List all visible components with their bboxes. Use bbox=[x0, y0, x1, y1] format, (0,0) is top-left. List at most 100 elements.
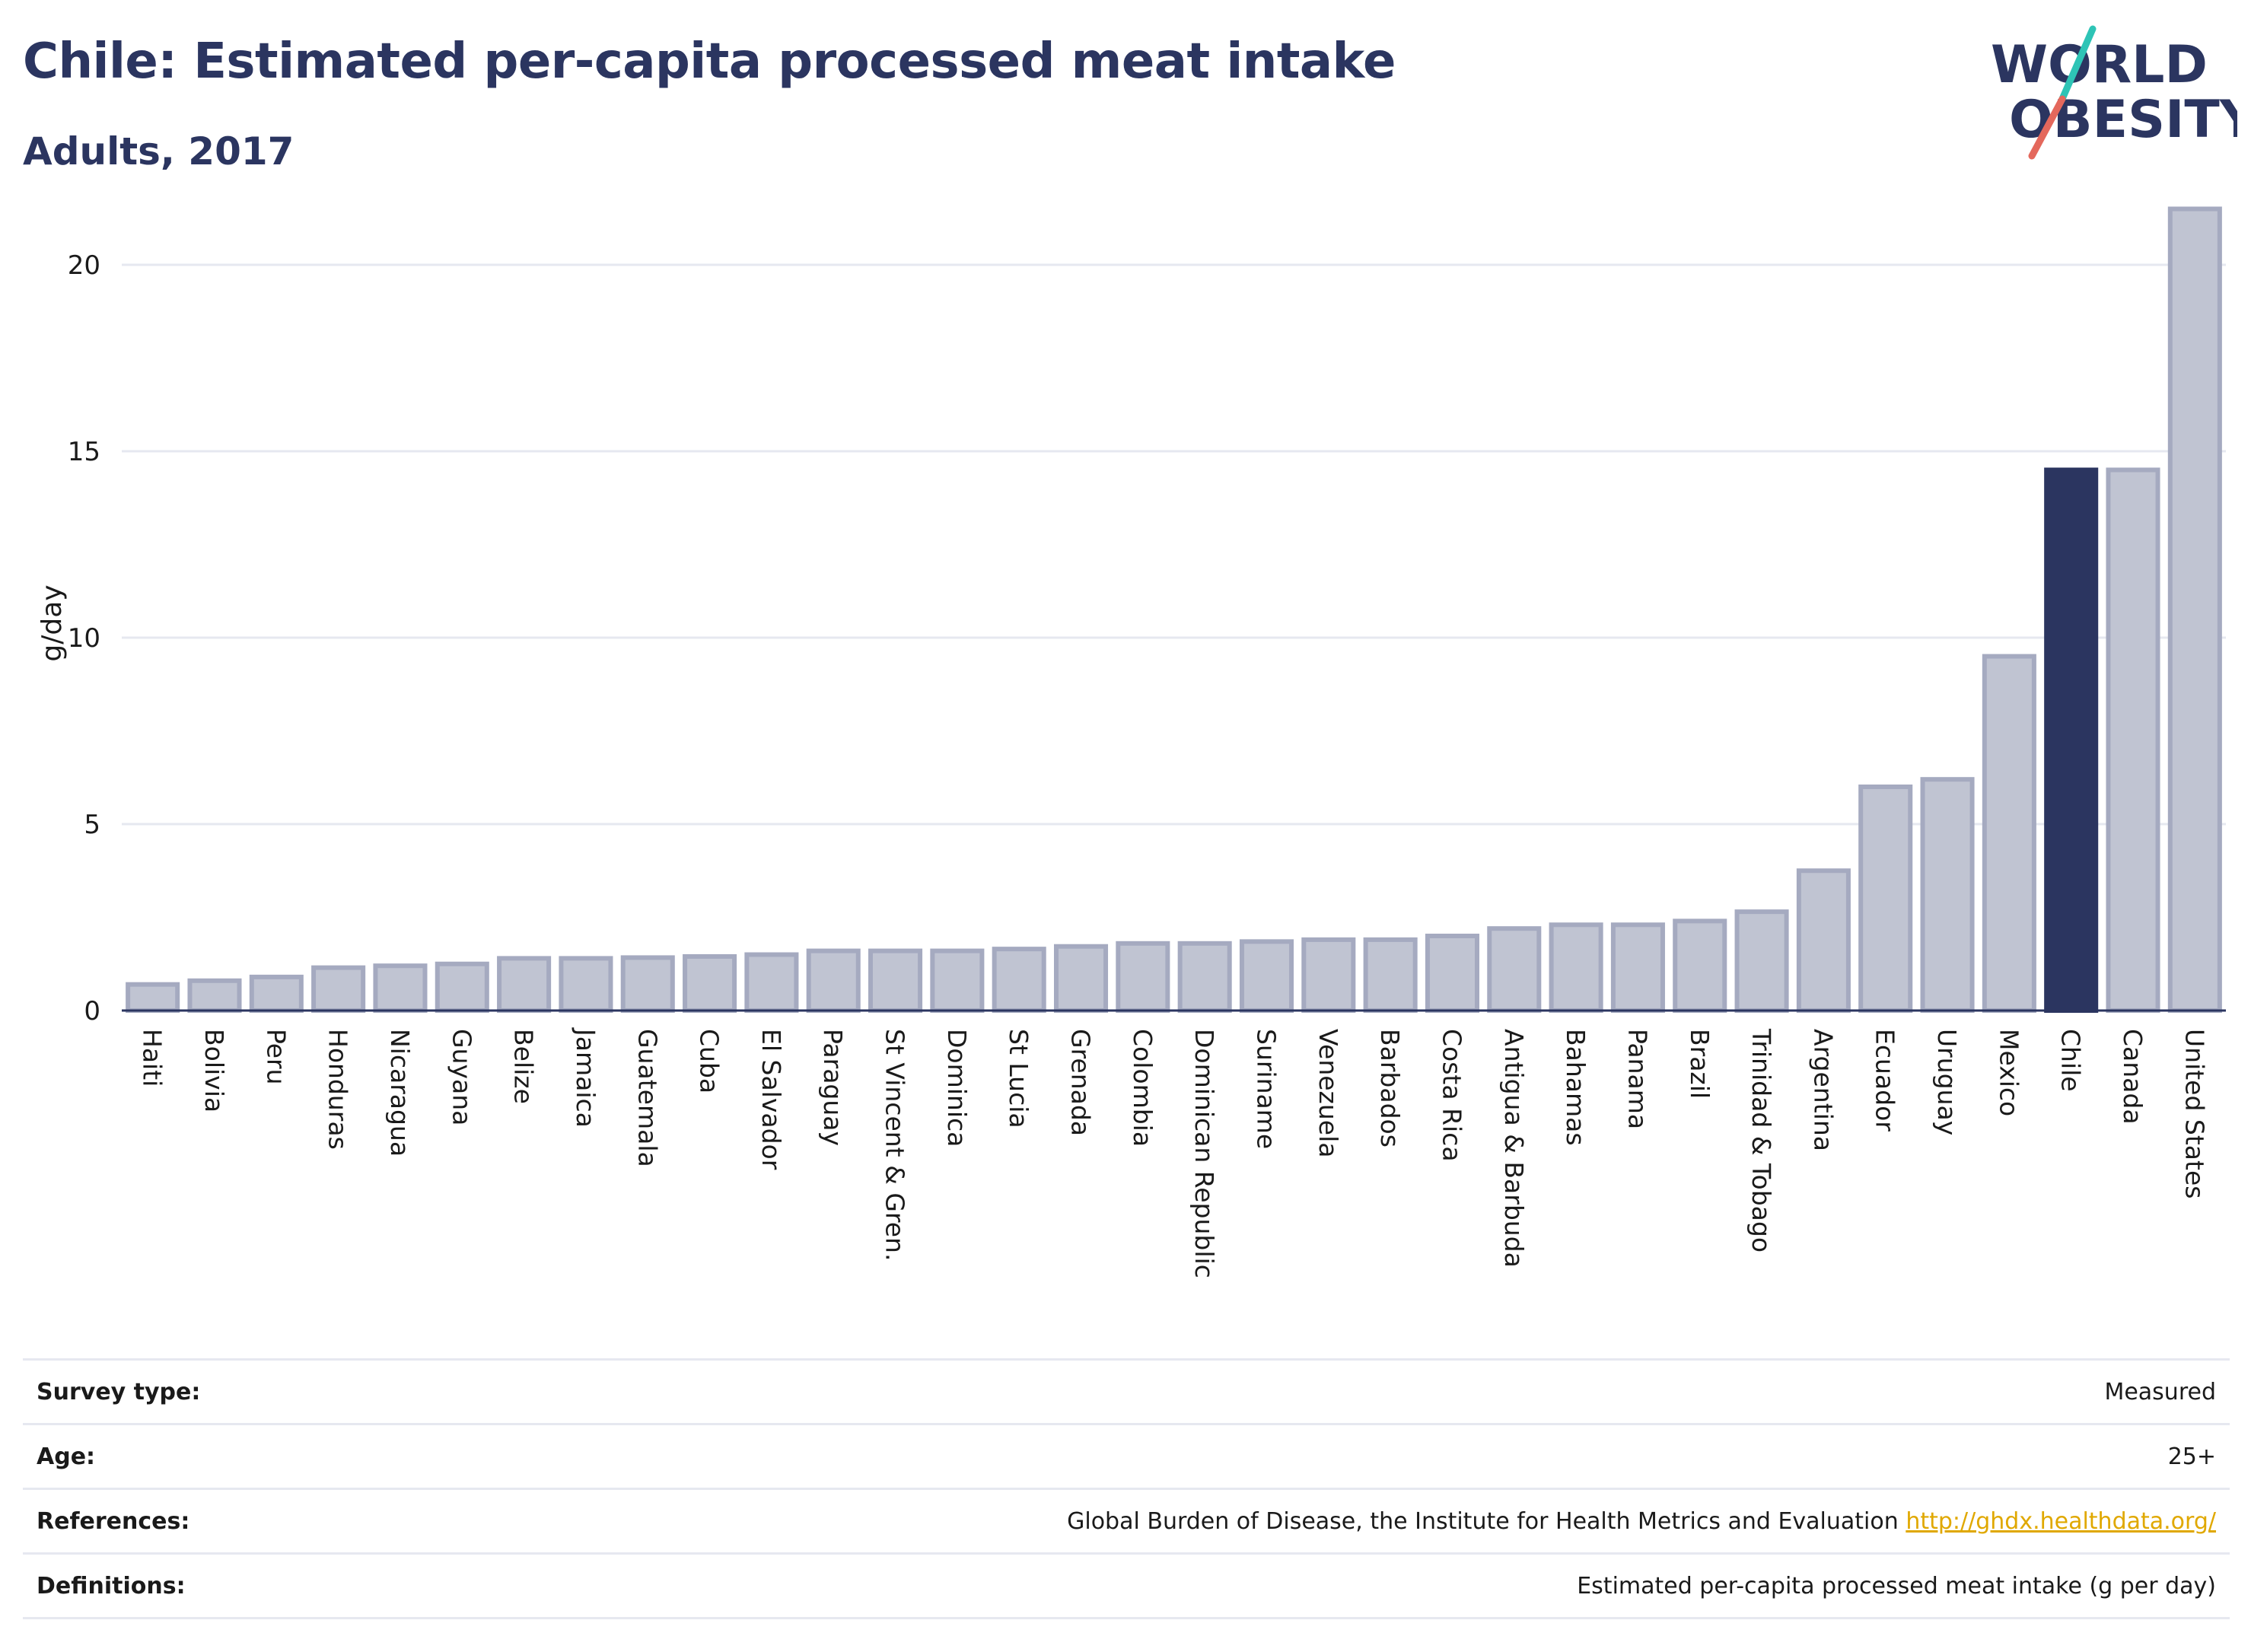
bar-suriname bbox=[1239, 939, 1294, 1013]
x-tick-label: Chile bbox=[2056, 1029, 2086, 1092]
x-tick-label: Colombia bbox=[1128, 1029, 1157, 1147]
x-tick-label: Dominica bbox=[942, 1029, 972, 1147]
info-table: Survey type: Measured Age: 25+ Reference… bbox=[23, 1358, 2230, 1619]
bar-ecuador bbox=[1858, 785, 1913, 1013]
x-tick-label: Dominican Republic bbox=[1189, 1029, 1219, 1278]
reference-text: Global Burden of Disease, the Institute … bbox=[1067, 1507, 1899, 1535]
x-tick-label: Antigua & Barbuda bbox=[1499, 1029, 1529, 1268]
bar-bahamas bbox=[1549, 922, 1603, 1014]
logo-line-2: OBESITY bbox=[2009, 90, 2237, 150]
x-tick-label: St Lucia bbox=[1004, 1029, 1033, 1128]
x-tick-label: Barbados bbox=[1375, 1029, 1405, 1147]
bar-paraguay bbox=[806, 948, 861, 1013]
x-tick-label: Nicaragua bbox=[385, 1029, 415, 1157]
bar-united-states bbox=[2167, 206, 2222, 1013]
bar-chile bbox=[2044, 467, 2099, 1013]
bar-st-vincent-gren- bbox=[868, 948, 923, 1013]
bar-brazil bbox=[1673, 918, 1727, 1014]
x-tick-label: Panama bbox=[1622, 1029, 1652, 1129]
x-tick-label: Bahamas bbox=[1561, 1029, 1590, 1146]
x-tick-label: Uruguay bbox=[1932, 1029, 1962, 1135]
y-tick-label: 20 bbox=[68, 250, 100, 281]
x-tick-label: United States bbox=[2179, 1029, 2209, 1198]
y-tick-label: 5 bbox=[84, 810, 100, 840]
bar-colombia bbox=[1116, 941, 1170, 1014]
info-label: Definitions: bbox=[23, 1552, 332, 1619]
x-tick-label: Guyana bbox=[447, 1029, 476, 1125]
x-tick-label: Jamaica bbox=[571, 1027, 600, 1128]
bar-peru bbox=[249, 974, 304, 1014]
info-label: Survey type: bbox=[23, 1358, 332, 1425]
info-row-references: References: Global Burden of Disease, th… bbox=[23, 1488, 2230, 1555]
category-labels: Haiti Bolivia Peru Honduras Nicaragua Guyana B… bbox=[138, 1027, 2210, 1278]
bar-panama bbox=[1610, 922, 1665, 1014]
page-title: Chile: Estimated per-capita processed me… bbox=[23, 33, 1396, 90]
info-row-definitions: Definitions: Estimated per-capita proces… bbox=[23, 1552, 2230, 1619]
x-tick-label: Bolivia bbox=[199, 1029, 229, 1112]
y-axis-title: g/day bbox=[37, 584, 68, 661]
x-tick-label: Ecuador bbox=[1871, 1029, 1900, 1132]
bar-belize bbox=[497, 956, 552, 1014]
x-tick-label: Suriname bbox=[1251, 1029, 1281, 1149]
reference-link[interactable]: http://ghdx.healthdata.org/ bbox=[1906, 1507, 2216, 1535]
bar-st-lucia bbox=[992, 947, 1046, 1014]
y-tick-label: 10 bbox=[68, 623, 100, 654]
x-tick-label: Peru bbox=[261, 1029, 291, 1085]
x-tick-label: Cuba bbox=[695, 1029, 724, 1093]
bar-honduras bbox=[311, 965, 366, 1014]
x-tick-label: Argentina bbox=[1808, 1029, 1838, 1151]
info-label: Age: bbox=[23, 1423, 332, 1490]
bar-guatemala bbox=[620, 955, 675, 1014]
logo-slash-bottom bbox=[2028, 95, 2066, 160]
y-tick-label: 15 bbox=[68, 437, 100, 467]
bars bbox=[126, 206, 2222, 1014]
bar-el-salvador bbox=[744, 952, 799, 1013]
x-tick-label: Mexico bbox=[1994, 1029, 2023, 1116]
x-tick-label: Canada bbox=[2118, 1029, 2148, 1125]
logo-slash-top bbox=[2058, 25, 2097, 103]
bar-bolivia bbox=[187, 978, 242, 1014]
grid-lines bbox=[122, 263, 2226, 826]
bar-canada bbox=[2106, 467, 2160, 1013]
x-tick-label: Grenada bbox=[1066, 1029, 1096, 1136]
bar-uruguay bbox=[1920, 777, 1975, 1013]
info-value: Global Burden of Disease, the Institute … bbox=[331, 1488, 2230, 1555]
x-tick-label: St Vincent & Gren. bbox=[880, 1029, 910, 1261]
x-tick-label: Brazil bbox=[1685, 1029, 1715, 1099]
bar-dominica bbox=[930, 948, 985, 1013]
info-row-age: Age: 25+ bbox=[23, 1423, 2230, 1490]
x-tick-label: Haiti bbox=[138, 1029, 167, 1087]
bar-trinidad-tobago bbox=[1734, 909, 1789, 1014]
x-tick-label: Venezuela bbox=[1313, 1029, 1343, 1157]
x-tick-label: Paraguay bbox=[818, 1029, 848, 1146]
x-tick-label: Belize bbox=[509, 1029, 539, 1104]
bar-venezuela bbox=[1301, 937, 1356, 1014]
bar-dominican-republic bbox=[1177, 941, 1232, 1014]
bar-argentina bbox=[1796, 868, 1851, 1013]
axes: 0 5 10 15 20 g/day bbox=[37, 250, 2226, 1027]
bar-chart: 0 5 10 15 20 g/day Haiti Bolivia Peru Honduras Ni… bbox=[37, 206, 2226, 1278]
info-row-survey-type: Survey type: Measured bbox=[23, 1358, 2230, 1425]
bar-antigua-barbuda bbox=[1487, 926, 1542, 1013]
bar-haiti bbox=[126, 982, 180, 1013]
x-tick-label: Guatemala bbox=[632, 1029, 662, 1167]
info-value: Estimated per-capita processed meat inta… bbox=[331, 1552, 2230, 1619]
bar-guyana bbox=[435, 961, 489, 1013]
bar-nicaragua bbox=[373, 963, 428, 1013]
bar-barbados bbox=[1363, 937, 1418, 1014]
x-tick-label: Trinidad & Tobago bbox=[1746, 1028, 1776, 1253]
x-tick-label: El Salvador bbox=[756, 1029, 786, 1170]
info-label: References: bbox=[23, 1488, 332, 1555]
page-subtitle: Adults, 2017 bbox=[23, 129, 295, 173]
y-tick-label: 0 bbox=[84, 996, 100, 1027]
bar-mexico bbox=[1982, 654, 2036, 1013]
bar-cuba bbox=[683, 953, 737, 1013]
x-tick-label: Honduras bbox=[323, 1029, 353, 1150]
world-obesity-logo: WORLD OBESITY bbox=[1991, 25, 2237, 160]
x-tick-label: Costa Rica bbox=[1437, 1029, 1466, 1162]
bar-jamaica bbox=[559, 956, 613, 1014]
bar-grenada bbox=[1053, 944, 1109, 1013]
bar-costa-rica bbox=[1425, 934, 1479, 1013]
info-value: 25+ bbox=[331, 1423, 2230, 1490]
logo-line-1: WORLD bbox=[1991, 35, 2208, 95]
